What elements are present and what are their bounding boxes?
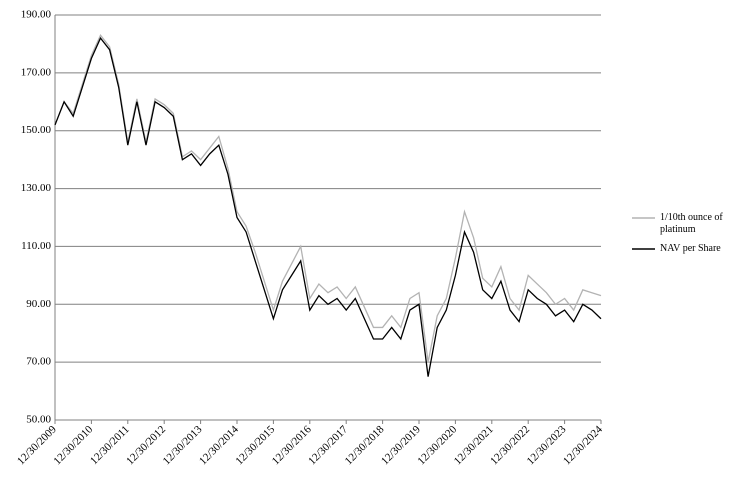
series-line xyxy=(54,36,602,377)
y-tick-label: 130.00 xyxy=(21,182,52,194)
y-tick-label: 70.00 xyxy=(26,356,51,368)
legend-label: NAV per Share xyxy=(660,243,721,254)
y-tick-label: 90.00 xyxy=(26,298,51,310)
y-tick-label: 110.00 xyxy=(21,240,51,252)
y-tick-label: 170.00 xyxy=(21,66,52,78)
y-tick-label: 190.00 xyxy=(21,9,52,21)
y-tick-label: 150.00 xyxy=(21,124,52,136)
series-line xyxy=(54,34,602,363)
legend-label: 1/10th ounce of platinum xyxy=(660,212,723,235)
y-tick-label: 50.00 xyxy=(26,414,51,426)
x-tick-label: 12/30/2024 xyxy=(561,423,605,467)
